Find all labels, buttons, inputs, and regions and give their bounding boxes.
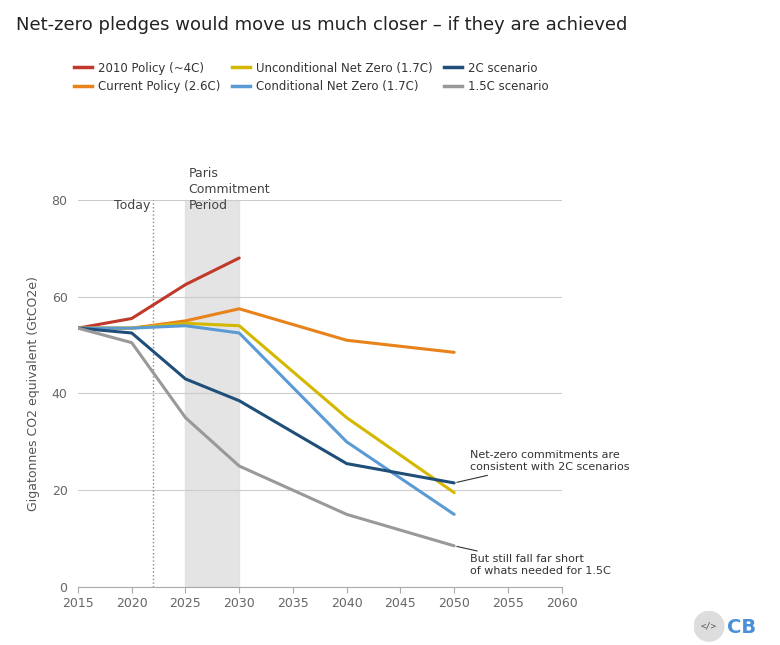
Text: Today: Today (114, 199, 150, 212)
Text: Net-zero commitments are
consistent with 2C scenarios: Net-zero commitments are consistent with… (457, 450, 629, 482)
Bar (186, 200, 239, 587)
Text: CB: CB (728, 619, 757, 637)
Y-axis label: Gigatonnes CO2 equivalent (GtCO2e): Gigatonnes CO2 equivalent (GtCO2e) (27, 276, 41, 511)
Text: Net-zero pledges would move us much closer – if they are achieved: Net-zero pledges would move us much clos… (16, 16, 627, 34)
Text: </>: </> (701, 622, 717, 631)
Text: Paris
Commitment
Period: Paris Commitment Period (189, 167, 271, 212)
Legend: 2010 Policy (~4C), Current Policy (2.6C), Unconditional Net Zero (1.7C), Conditi: 2010 Policy (~4C), Current Policy (2.6C)… (74, 61, 548, 94)
Text: But still fall far short
of whats needed for 1.5C: But still fall far short of whats needed… (457, 546, 611, 576)
Circle shape (694, 611, 724, 641)
